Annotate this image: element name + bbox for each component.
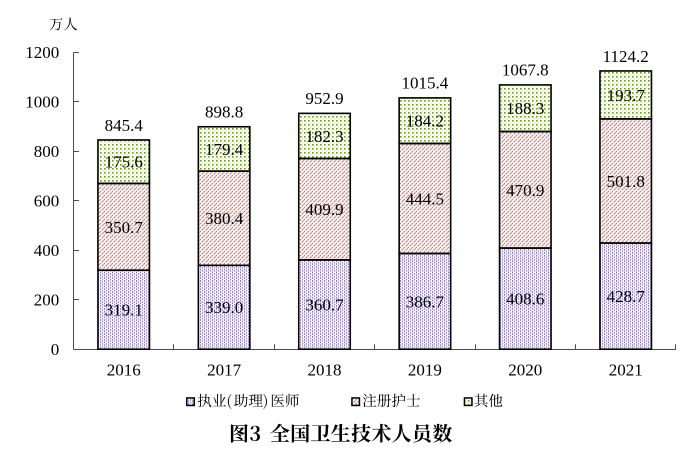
svg-text:952.9: 952.9	[305, 89, 343, 108]
svg-text:444.5: 444.5	[406, 190, 444, 209]
svg-text:2017: 2017	[207, 361, 242, 380]
svg-text:2020: 2020	[508, 361, 542, 380]
svg-text:1124.2: 1124.2	[603, 47, 649, 66]
svg-text:845.4: 845.4	[105, 116, 144, 135]
svg-text:188.3: 188.3	[506, 99, 544, 118]
svg-text:501.8: 501.8	[607, 172, 645, 191]
svg-text:319.1: 319.1	[105, 301, 143, 320]
svg-text:0: 0	[51, 340, 60, 359]
svg-text:1000: 1000	[25, 92, 59, 111]
svg-text:360.7: 360.7	[305, 296, 344, 315]
svg-text:428.7: 428.7	[607, 287, 646, 306]
svg-text:1200: 1200	[25, 43, 59, 62]
svg-text:175.6: 175.6	[105, 153, 143, 172]
svg-text:2016: 2016	[107, 361, 141, 380]
svg-text:200: 200	[34, 290, 60, 309]
svg-text:386.7: 386.7	[406, 292, 445, 311]
svg-text:470.9: 470.9	[506, 181, 544, 200]
svg-text:408.6: 408.6	[506, 290, 544, 309]
svg-text:1067.8: 1067.8	[502, 61, 549, 80]
svg-text:2021: 2021	[609, 361, 643, 380]
svg-text:1015.4: 1015.4	[402, 74, 449, 93]
svg-text:339.0: 339.0	[205, 298, 243, 317]
svg-text:400: 400	[34, 241, 60, 260]
svg-text:193.7: 193.7	[607, 86, 646, 105]
svg-text:380.4: 380.4	[205, 209, 244, 228]
svg-text:800: 800	[34, 142, 60, 161]
svg-text:898.8: 898.8	[205, 103, 243, 122]
svg-text:182.3: 182.3	[305, 127, 343, 146]
svg-text:179.4: 179.4	[205, 140, 244, 159]
svg-text:2018: 2018	[308, 361, 342, 380]
svg-text:184.2: 184.2	[406, 112, 444, 131]
svg-text:2019: 2019	[408, 361, 442, 380]
svg-text:350.7: 350.7	[105, 218, 144, 237]
svg-text:600: 600	[34, 191, 60, 210]
svg-text:409.9: 409.9	[305, 200, 343, 219]
